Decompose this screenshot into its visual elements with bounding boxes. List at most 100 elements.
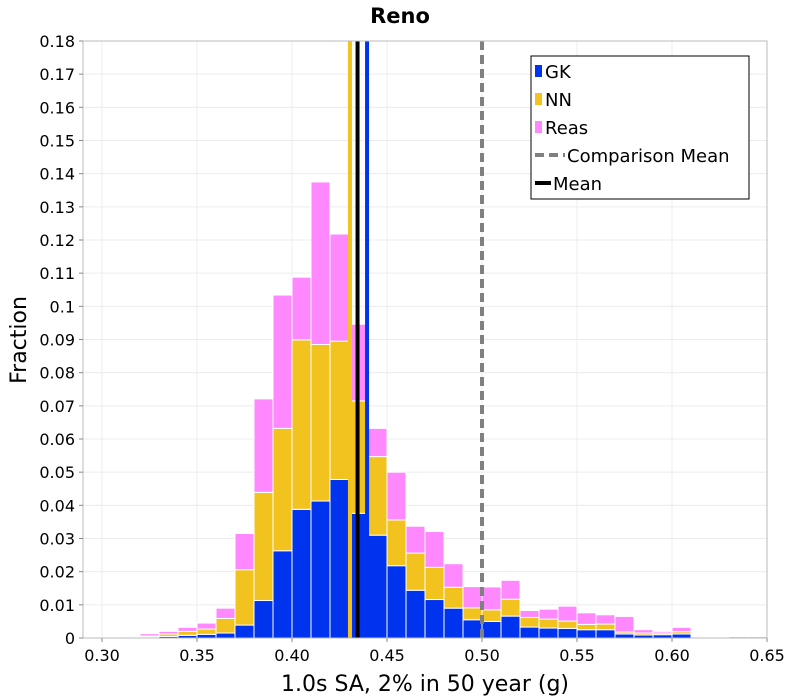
bar-nn-0.35	[196, 628, 217, 635]
bar-reas-0.31	[120, 635, 141, 638]
bar-gk-0.57	[614, 633, 635, 639]
x-tick-label: 0.40	[274, 646, 310, 665]
bar-reas-0.35	[196, 622, 217, 630]
bar-nn-0.45	[386, 519, 407, 567]
y-tick-label: 0.08	[39, 364, 75, 383]
bar-gk-0.54	[557, 627, 578, 639]
legend-label-gk: GK	[545, 62, 572, 83]
bar-nn-0.56	[595, 623, 616, 631]
bar-reas-0.55	[576, 612, 597, 625]
x-tick-label: 0.35	[179, 646, 215, 665]
bar-reas-0.54	[557, 605, 578, 622]
y-tick-label: 0	[65, 629, 75, 648]
bar-reas-0.58	[633, 629, 654, 634]
legend-label-mean: Mean	[553, 174, 602, 195]
bar-gk-0.48	[443, 607, 464, 639]
x-tick-label: 0.45	[369, 646, 405, 665]
bar-reas-0.45	[386, 471, 407, 521]
bar-reas-0.36	[215, 607, 236, 619]
y-tick-label: 0.14	[39, 165, 75, 184]
y-tick-label: 0.06	[39, 430, 75, 449]
bar-nn-0.55	[576, 623, 597, 631]
y-tick-label: 0.1	[50, 297, 75, 316]
bar-reas-0.33	[158, 630, 179, 635]
y-tick-label: 0.11	[39, 264, 75, 283]
bar-gk-0.39	[272, 550, 293, 639]
y-tick-label: 0.01	[39, 596, 75, 615]
bar-nn-0.44	[367, 456, 388, 536]
bar-gk-0.38	[253, 600, 274, 639]
bar-reas-0.37	[234, 533, 255, 571]
bar-nn-0.40	[291, 339, 312, 510]
bar-reas-0.60	[671, 626, 692, 633]
bar-gk-0.60	[671, 633, 692, 639]
legend-label-comparison-mean: Comparison Mean	[567, 146, 730, 167]
bar-nn-0.49	[462, 607, 483, 621]
y-tick-label: 0.02	[39, 563, 75, 582]
legend: GK NN Reas Comparison Mean Mean	[530, 55, 750, 200]
bar-nn-0.48	[443, 586, 464, 609]
y-axis-ticks: 0 0.01 0.02 0.03 0.04 0.05 0.06 0.07 0.08 0.09 0.1…	[39, 32, 83, 648]
bar-reas-0.42	[329, 233, 350, 342]
bar-reas-0.59	[652, 630, 673, 634]
bar-gk-0.47	[424, 599, 445, 639]
bar-gk-0.37	[234, 624, 255, 639]
bar-gk-0.45	[386, 565, 407, 639]
bar-reas-0.47	[424, 531, 445, 568]
y-tick-label: 0.13	[39, 198, 75, 217]
bar-reas-0.51	[500, 579, 521, 600]
x-tick-label: 0.50	[464, 646, 500, 665]
bar-gk-0.49	[462, 619, 483, 639]
bar-reas-0.57	[614, 615, 635, 633]
y-tick-label: 0.17	[39, 65, 75, 84]
bar-nn-0.37	[234, 569, 255, 626]
bar-nn-0.36	[215, 617, 236, 634]
y-tick-label: 0.15	[39, 132, 75, 151]
legend-label-reas: Reas	[545, 118, 588, 139]
bar-reas-0.49	[462, 586, 483, 609]
legend-swatch-reas	[535, 121, 542, 133]
chart-title: Reno	[370, 4, 430, 28]
bar-gk-0.51	[500, 615, 521, 639]
legend-box	[530, 55, 750, 200]
bar-nn-0.46	[405, 552, 426, 591]
x-tick-label: 0.55	[559, 646, 595, 665]
bar-reas-0.41	[310, 181, 331, 345]
mean-lines	[347, 41, 484, 638]
bar-gk-0.44	[367, 534, 388, 639]
x-axis-label: 1.0s SA, 2% in 50 year (g)	[281, 672, 569, 697]
bar-reas-0.46	[405, 525, 426, 554]
bar-nn-0.51	[500, 598, 521, 617]
bar-gk-0.52	[519, 626, 540, 639]
bar-gk-0.50	[481, 620, 502, 639]
y-tick-label: 0.07	[39, 397, 75, 416]
y-tick-label: 0.12	[39, 231, 75, 250]
y-tick-label: 0.04	[39, 496, 75, 515]
legend-swatch-gk	[535, 65, 542, 77]
bar-gk-0.40	[291, 508, 312, 639]
bar-nn-0.53	[538, 618, 559, 629]
bar-reas-0.61	[690, 634, 711, 637]
bar-reas-0.34	[177, 626, 198, 632]
y-tick-label: 0.05	[39, 463, 75, 482]
bar-reas-0.52	[519, 609, 540, 618]
bar-gk-0.46	[405, 589, 426, 639]
y-axis-label: Fraction	[7, 296, 32, 384]
bar-nn-0.50	[481, 609, 502, 622]
y-tick-label: 0.03	[39, 530, 75, 549]
x-tick-label: 0.60	[654, 646, 690, 665]
bar-reas-0.39	[272, 294, 293, 429]
y-tick-label: 0.18	[39, 32, 75, 51]
bar-gk-0.36	[215, 632, 236, 639]
bar-reas-0.40	[291, 276, 312, 341]
bar-nn-0.42	[329, 340, 350, 480]
bar-reas-0.53	[538, 608, 559, 620]
legend-swatch-nn	[535, 93, 542, 105]
bar-nn-0.47	[424, 566, 445, 601]
bar-gk-0.35	[196, 633, 217, 639]
x-axis-ticks: 0.30 0.35 0.40 0.45 0.50 0.55 0.60 0.65	[84, 638, 785, 665]
bar-gk-0.55	[576, 629, 597, 639]
bar-nn-0.38	[253, 491, 274, 602]
legend-label-nn: NN	[545, 90, 572, 111]
